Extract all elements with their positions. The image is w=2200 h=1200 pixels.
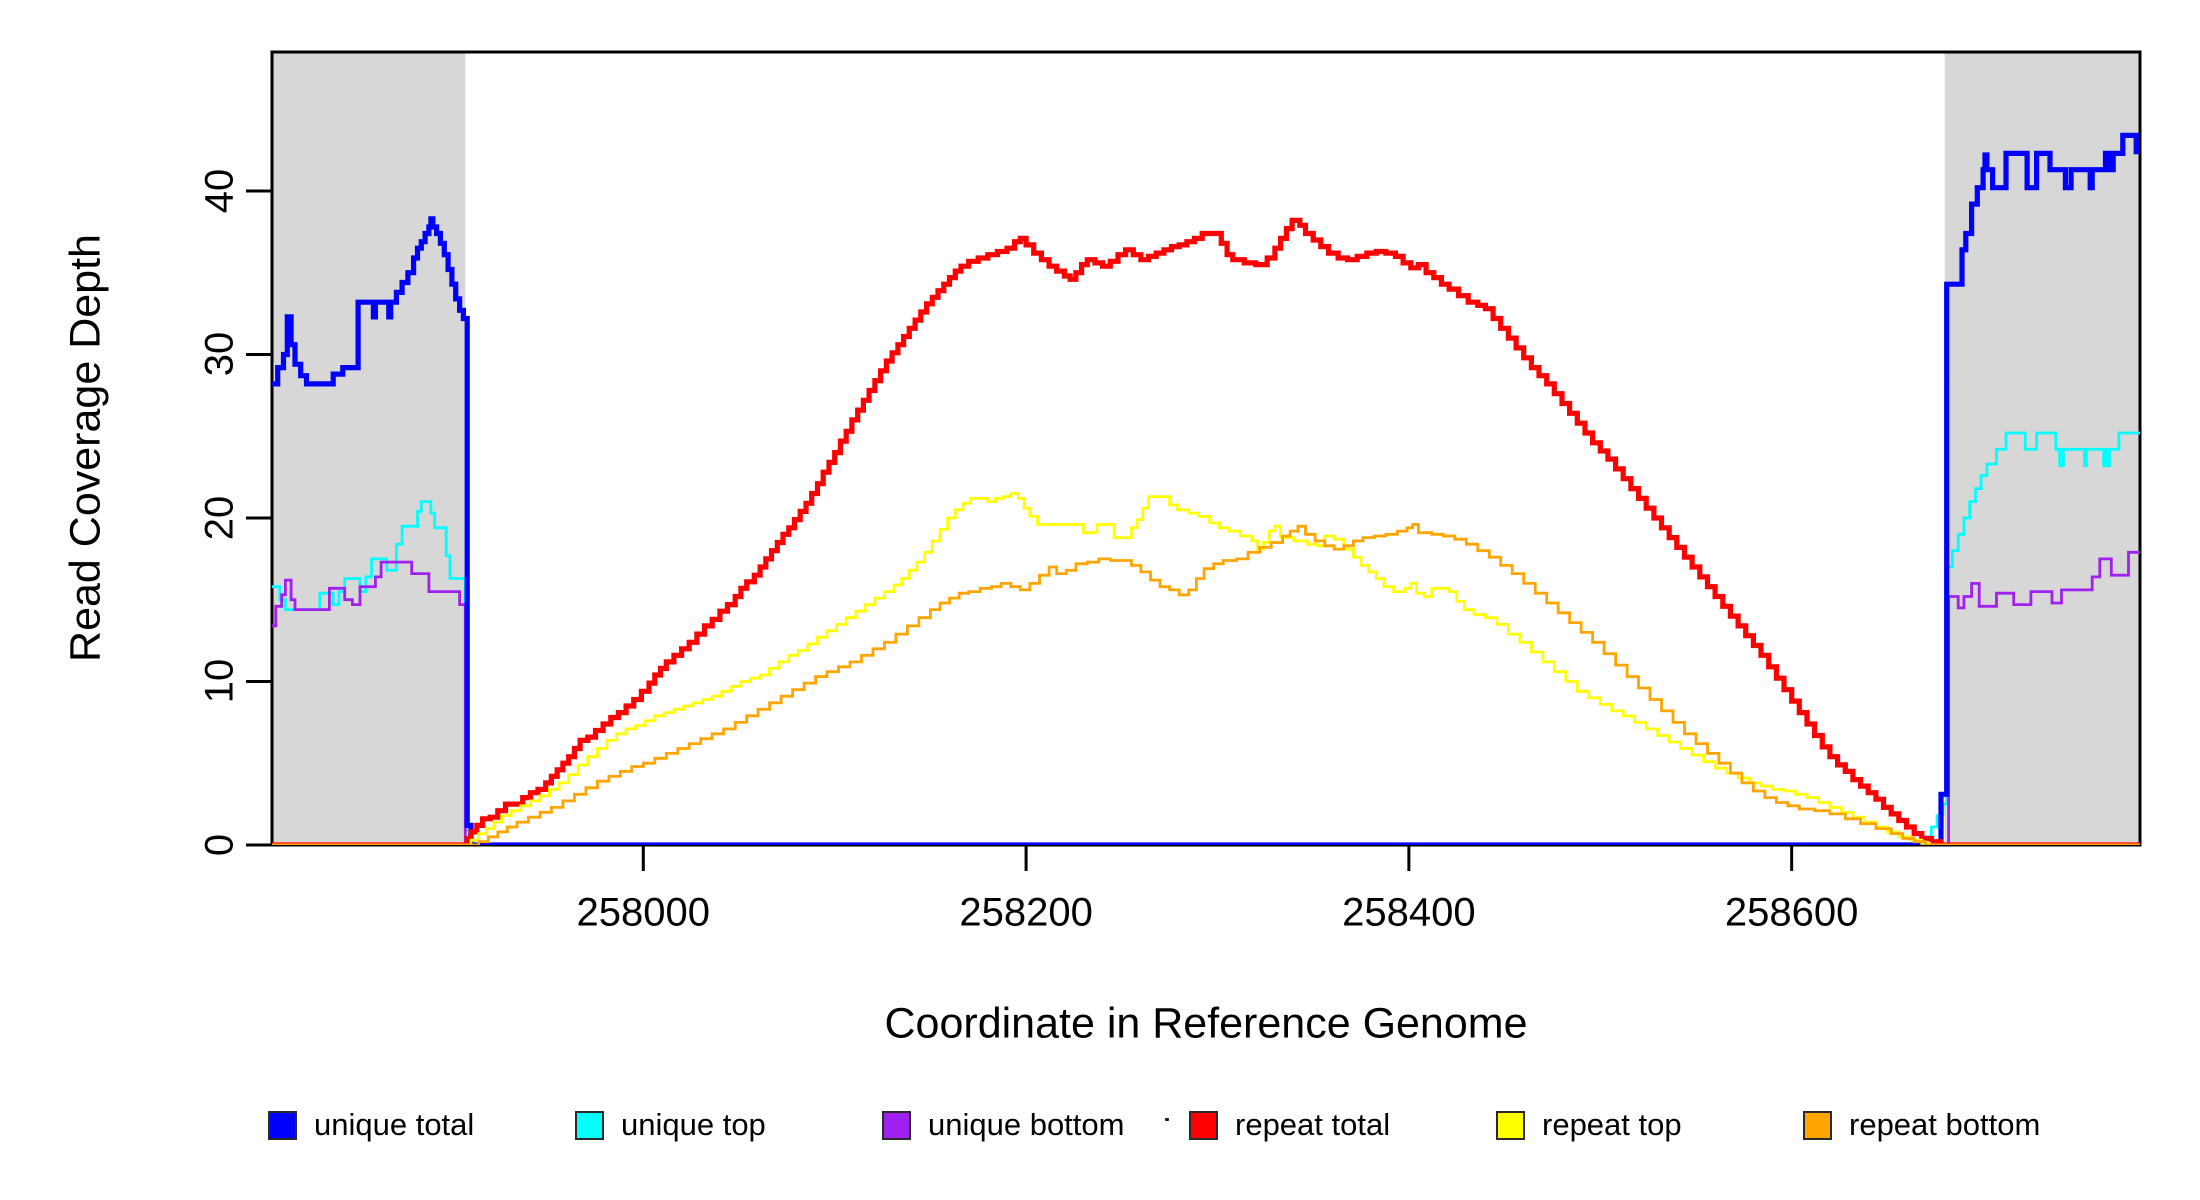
series-lines <box>272 132 2140 845</box>
legend-item-unique-total: unique total <box>268 1107 475 1142</box>
series-line-unique-top <box>272 431 2140 845</box>
y-tick-label-30: 30 <box>197 332 242 377</box>
y-tick-label-10: 10 <box>197 659 242 704</box>
y-tick-label-40: 40 <box>197 168 242 214</box>
legend-item-repeat-total: repeat total <box>1189 1107 1391 1142</box>
legend-item-unique-bottom: unique bottom <box>882 1107 1125 1142</box>
legend-swatch-unique-top <box>575 1110 604 1140</box>
legend-swatch-repeat-total <box>1189 1110 1218 1140</box>
x-tick-label-258400: 258400 <box>1342 890 1476 935</box>
y-tick-label-0: 0 <box>197 833 242 857</box>
shaded-regions <box>272 52 2140 845</box>
legend-label: repeat top <box>1542 1107 1682 1142</box>
legend-item-repeat-top: repeat top <box>1496 1107 1682 1142</box>
shaded-region-0 <box>272 52 466 845</box>
legend-label: unique total <box>314 1107 475 1142</box>
series-line-unique-total <box>272 132 2140 845</box>
series-line-unique-bottom <box>272 550 2140 845</box>
series-line-repeat-top <box>272 492 2140 845</box>
legend-swatch-repeat-top <box>1496 1110 1525 1140</box>
legend-item-unique-top: unique top <box>575 1107 766 1142</box>
legend-label: repeat bottom <box>1849 1107 2041 1142</box>
series-line-repeat-total <box>272 217 2140 845</box>
legend-label: unique bottom <box>928 1107 1125 1142</box>
x-axis-title: Coordinate in Reference Genome <box>884 999 1528 1048</box>
y-axis-title: Read Coverage Depth <box>61 234 110 662</box>
legend-label: repeat total <box>1235 1107 1391 1142</box>
x-tick-label-258200: 258200 <box>959 890 1093 935</box>
x-tick-label-258600: 258600 <box>1724 890 1859 935</box>
series-line-repeat-bottom <box>272 523 2140 845</box>
legend-swatch-unique-bottom <box>882 1110 911 1140</box>
x-tick-label-258000: 258000 <box>576 890 711 935</box>
legend-swatch-repeat-bottom <box>1803 1110 1832 1140</box>
plot-frame <box>270 50 2142 847</box>
stray-mark <box>1165 1118 1169 1121</box>
legend-swatch-unique-total <box>268 1110 297 1140</box>
axis-ticks <box>246 189 1794 871</box>
y-tick-label-20: 20 <box>197 495 242 541</box>
legend-item-repeat-bottom: repeat bottom <box>1803 1107 2041 1142</box>
legend-label: unique top <box>621 1107 766 1142</box>
